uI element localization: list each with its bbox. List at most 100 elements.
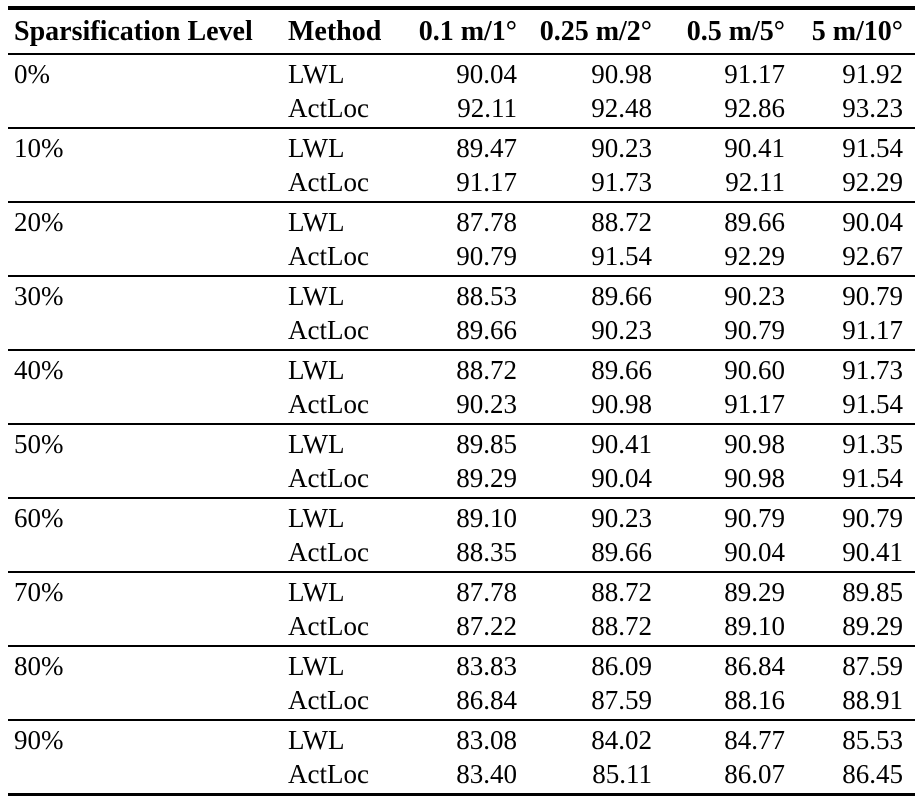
table-row: ActLoc 87.22 88.72 89.10 89.29 <box>8 609 915 646</box>
sparsification-group: 50% LWL 89.85 90.41 90.98 91.35 ActLoc 89.29 90.… <box>8 424 915 498</box>
cell-value: 90.04 <box>591 463 652 493</box>
table-header: Sparsification Level Method 0.1 m/1° 0.2… <box>8 8 915 54</box>
cell-value: 91.54 <box>842 463 903 493</box>
cell-value: 86.84 <box>456 685 517 715</box>
cell-value: 92.11 <box>725 167 785 197</box>
cell-value: 89.85 <box>842 577 903 607</box>
cell-method: ActLoc <box>288 389 369 419</box>
cell-value: 87.78 <box>456 207 517 237</box>
header-threshold-5m: 5 m/10° <box>811 16 903 47</box>
table-row: 30% LWL 88.53 89.66 90.23 90.79 <box>8 276 915 313</box>
table-row: 10% LWL 89.47 90.23 90.41 91.54 <box>8 128 915 165</box>
cell-value: 88.53 <box>456 281 517 311</box>
cell-value: 86.07 <box>724 759 785 789</box>
cell-method: ActLoc <box>288 241 369 271</box>
cell-value: 92.86 <box>724 93 785 123</box>
cell-value: 90.23 <box>591 315 652 345</box>
cell-sparsification-level: 80% <box>14 651 64 681</box>
table-row: ActLoc 90.23 90.98 91.17 91.54 <box>8 387 915 424</box>
cell-method: LWL <box>288 207 345 237</box>
table-row: ActLoc 89.29 90.04 90.98 91.54 <box>8 461 915 498</box>
sparsification-group: 80% LWL 83.83 86.09 86.84 87.59 ActLoc 86.84 87.… <box>8 646 915 720</box>
cell-value: 89.66 <box>591 281 652 311</box>
cell-value: 88.72 <box>591 207 652 237</box>
cell-method: LWL <box>288 577 345 607</box>
cell-sparsification-level: 70% <box>14 577 64 607</box>
cell-value: 90.23 <box>724 281 785 311</box>
sparsification-group: 70% LWL 87.78 88.72 89.29 89.85 ActLoc 87.22 88.… <box>8 572 915 646</box>
cell-value: 88.72 <box>456 355 517 385</box>
table-row: 40% LWL 88.72 89.66 90.60 91.73 <box>8 350 915 387</box>
cell-value: 90.23 <box>591 133 652 163</box>
cell-sparsification-level: 40% <box>14 355 64 385</box>
cell-value: 90.04 <box>724 537 785 567</box>
cell-method: LWL <box>288 355 345 385</box>
cell-method: LWL <box>288 503 345 533</box>
cell-method: LWL <box>288 281 345 311</box>
header-row: Sparsification Level Method 0.1 m/1° 0.2… <box>8 8 915 54</box>
cell-value: 84.77 <box>724 725 785 755</box>
cell-value: 91.17 <box>456 167 517 197</box>
cell-value: 90.98 <box>591 59 652 89</box>
cell-value: 88.16 <box>724 685 785 715</box>
cell-value: 91.17 <box>724 59 785 89</box>
cell-sparsification-level: 90% <box>14 725 64 755</box>
cell-value: 91.54 <box>842 389 903 419</box>
cell-value: 90.79 <box>842 503 903 533</box>
cell-value: 87.59 <box>591 685 652 715</box>
cell-value: 89.10 <box>724 611 785 641</box>
cell-value: 88.72 <box>591 577 652 607</box>
cell-value: 89.85 <box>456 429 517 459</box>
header-threshold-0-5m: 0.5 m/5° <box>686 16 785 47</box>
cell-value: 91.54 <box>842 133 903 163</box>
table-row: ActLoc 86.84 87.59 88.16 88.91 <box>8 683 915 720</box>
header-threshold-0-25m: 0.25 m/2° <box>539 16 652 47</box>
table-row: 60% LWL 89.10 90.23 90.79 90.79 <box>8 498 915 535</box>
cell-value: 89.66 <box>456 315 517 345</box>
cell-value: 86.84 <box>724 651 785 681</box>
table-row: 70% LWL 87.78 88.72 89.29 89.85 <box>8 572 915 609</box>
sparsification-group: 60% LWL 89.10 90.23 90.79 90.79 ActLoc 88.35 89.… <box>8 498 915 572</box>
cell-method: ActLoc <box>288 685 369 715</box>
cell-value: 91.17 <box>724 389 785 419</box>
cell-value: 91.54 <box>591 241 652 271</box>
cell-method: ActLoc <box>288 611 369 641</box>
cell-value: 90.79 <box>724 503 785 533</box>
cell-value: 90.79 <box>456 241 517 271</box>
cell-value: 90.23 <box>456 389 517 419</box>
cell-sparsification-level: 30% <box>14 281 64 311</box>
cell-value: 88.91 <box>842 685 903 715</box>
cell-value: 90.98 <box>591 389 652 419</box>
cell-value: 86.45 <box>842 759 903 789</box>
cell-sparsification-level: 60% <box>14 503 64 533</box>
table-row: ActLoc 89.66 90.23 90.79 91.17 <box>8 313 915 350</box>
cell-value: 84.02 <box>591 725 652 755</box>
cell-value: 91.17 <box>842 315 903 345</box>
cell-method: ActLoc <box>288 93 369 123</box>
sparsification-group: 40% LWL 88.72 89.66 90.60 91.73 ActLoc 90.23 90.… <box>8 350 915 424</box>
cell-value: 89.66 <box>591 537 652 567</box>
table-row: 20% LWL 87.78 88.72 89.66 90.04 <box>8 202 915 239</box>
cell-value: 90.98 <box>724 463 785 493</box>
cell-method: ActLoc <box>288 315 369 345</box>
table-row: ActLoc 91.17 91.73 92.11 92.29 <box>8 165 915 202</box>
cell-value: 83.40 <box>456 759 517 789</box>
cell-value: 92.48 <box>591 93 652 123</box>
cell-value: 89.10 <box>456 503 517 533</box>
cell-value: 90.41 <box>724 133 785 163</box>
cell-value: 89.29 <box>842 611 903 641</box>
sparsification-group: 90% LWL 83.08 84.02 84.77 85.53 ActLoc 83.40 85.… <box>8 720 915 795</box>
cell-method: LWL <box>288 133 345 163</box>
cell-value: 89.29 <box>724 577 785 607</box>
cell-method: LWL <box>288 725 345 755</box>
table-row: 50% LWL 89.85 90.41 90.98 91.35 <box>8 424 915 461</box>
table-row: ActLoc 90.79 91.54 92.29 92.67 <box>8 239 915 276</box>
sparsification-group: 0% LWL 90.04 90.98 91.17 91.92 ActLoc 92.11 92.4… <box>8 54 915 128</box>
cell-value: 87.78 <box>456 577 517 607</box>
cell-sparsification-level: 50% <box>14 429 64 459</box>
cell-value: 89.66 <box>724 207 785 237</box>
results-table: Sparsification Level Method 0.1 m/1° 0.2… <box>8 6 915 796</box>
cell-value: 92.29 <box>724 241 785 271</box>
cell-sparsification-level: 20% <box>14 207 64 237</box>
